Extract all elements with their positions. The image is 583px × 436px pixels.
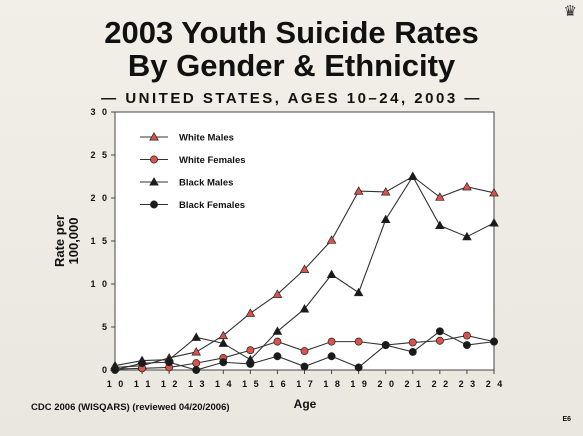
x-axis-label: Age (294, 397, 317, 411)
white-males-point (489, 187, 499, 197)
x-tick-label: 1 3 (188, 379, 207, 389)
legend-white-males-marker (149, 132, 159, 141)
black-females-point (219, 358, 228, 367)
legend-black-males-marker (149, 177, 159, 186)
black-males-point (218, 338, 229, 347)
x-tick-label: 2 3 (459, 379, 478, 389)
white-females-point (327, 337, 336, 346)
x-tick-label: 1 2 (161, 379, 180, 389)
black-males-point (435, 220, 445, 230)
crown-icon: ♛ (563, 3, 577, 20)
white-females-point (462, 331, 471, 340)
black-males-point (353, 287, 364, 297)
slide-number: E6 (562, 416, 571, 423)
y-tick-label: 2 0 (90, 193, 109, 203)
black-males-point (380, 214, 391, 223)
legend-white-females-label: White Females (179, 155, 246, 166)
x-tick-label: 1 9 (350, 379, 369, 389)
black-females-point (408, 347, 417, 356)
black-females-point (246, 360, 255, 368)
black-males-point (462, 231, 472, 241)
black-females-point (111, 366, 119, 374)
black-females-point (273, 352, 282, 361)
white-females-point (408, 338, 417, 347)
y-tick-label: 2 5 (90, 150, 109, 160)
x-tick-label: 1 7 (296, 379, 315, 389)
x-tick-label: 1 4 (215, 379, 234, 389)
black-males-point (191, 332, 202, 341)
x-tick-label: 2 2 (432, 379, 451, 389)
white-males-point (353, 186, 364, 195)
white-males-point (299, 264, 310, 273)
black-females-point (490, 337, 498, 346)
x-tick-label: 2 1 (405, 379, 424, 389)
white-males-point (462, 181, 472, 191)
white-males-point (380, 187, 391, 196)
x-tick-label: 1 6 (269, 379, 288, 389)
x-tick-label: 1 1 (134, 379, 153, 389)
y-tick-label: 1 0 (90, 279, 109, 289)
white-males-point (191, 347, 202, 356)
white-females-point (273, 337, 282, 346)
x-tick-label: 2 4 (486, 379, 505, 389)
x-tick-label: 1 5 (242, 379, 261, 389)
x-tick-label: 1 8 (323, 379, 342, 389)
y-tick-label: 1 5 (90, 236, 109, 246)
white-males-point (435, 192, 445, 201)
legend-black-females-label: Black Females (179, 200, 245, 211)
title-line-1: 2003 Youth Suicide Rates (104, 15, 479, 50)
black-females-point (462, 341, 471, 350)
slide-title: 2003 Youth Suicide Rates By Gender & Eth… (0, 16, 583, 82)
black-males-point (326, 269, 337, 279)
black-males-point (272, 326, 283, 335)
black-males-point (407, 171, 418, 180)
black-females-point (165, 358, 174, 367)
legend-black-males-label: Black Males (179, 178, 233, 189)
y-tick-label: 3 0 (90, 107, 109, 117)
y-axis-label: Rate per100,000 (52, 215, 81, 267)
white-females-point (192, 359, 201, 368)
white-females-point (246, 346, 255, 355)
white-females-point (300, 347, 309, 356)
white-males-point (272, 289, 283, 298)
white-females-point (435, 336, 444, 345)
white-males-point (245, 308, 256, 317)
black-females-point (138, 359, 147, 368)
black-males-point (489, 218, 499, 227)
source-note: CDC 2006 (WISQARS) (reviewed 04/20/2006) (31, 402, 230, 413)
black-females-point (300, 362, 309, 371)
y-tick-label: 5 (102, 322, 109, 332)
legend-white-females-marker (150, 155, 158, 164)
black-females-point (327, 352, 336, 361)
white-males-point (326, 235, 337, 244)
x-tick-label: 2 0 (377, 379, 396, 389)
legend-black-females-marker (150, 200, 158, 209)
black-females-point (381, 341, 390, 350)
title-line-2: By Gender & Ethnicity (127, 48, 456, 83)
white-females-point (354, 337, 363, 346)
black-females-point (354, 363, 363, 372)
black-females-point (192, 366, 201, 374)
legend-white-males-label: White Males (179, 133, 234, 144)
slide-subtitle: — UNITED STATES, AGES 10–24, 2003 — (101, 90, 482, 107)
y-tick-label: 0 (102, 365, 109, 375)
black-males-point (299, 304, 310, 313)
x-tick-label: 1 0 (107, 379, 126, 389)
black-females-point (435, 327, 444, 336)
